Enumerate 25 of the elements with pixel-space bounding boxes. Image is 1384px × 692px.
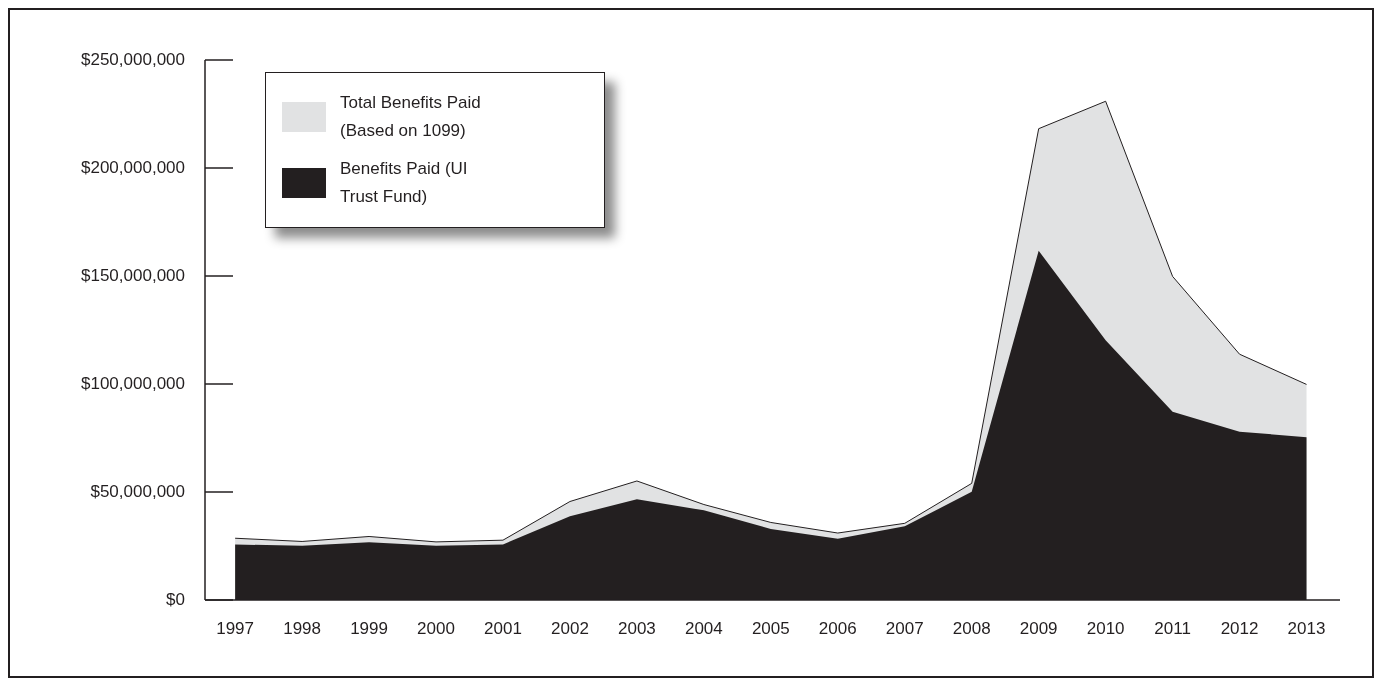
x-tick-label: 1997 (216, 619, 255, 639)
x-tick-label: 2006 (818, 619, 857, 639)
y-tick-label: $50,000,000 (90, 482, 185, 501)
y-tick-label: $150,000,000 (81, 266, 185, 285)
x-tick-label: 2009 (1019, 619, 1058, 639)
x-tick-label: 2004 (684, 619, 723, 639)
x-tick-label: 2002 (551, 619, 589, 639)
x-tick-label: 2007 (885, 619, 924, 639)
x-tick-label: 2013 (1287, 619, 1326, 639)
x-tick-label: 2003 (617, 619, 656, 639)
y-tick-label: $100,000,000 (81, 374, 185, 393)
legend-label: Benefits Paid (UI Trust Fund) (340, 158, 469, 208)
x-tick-label: 2005 (751, 619, 790, 639)
x-tick-label: 2008 (952, 619, 991, 639)
x-tick-label: 1999 (350, 619, 388, 639)
x-tick-label: 2011 (1154, 619, 1191, 639)
y-tick-label: $250,000,000 (81, 50, 185, 69)
x-tick-label: 2001 (484, 619, 522, 639)
legend-label: Total Benefits Paid (Based on 1099) (340, 92, 482, 142)
y-tick-label: $0 (166, 590, 185, 609)
x-tick-label: 2012 (1220, 619, 1259, 639)
x-tick-label: 2000 (417, 619, 455, 639)
y-tick-label: $200,000,000 (81, 158, 185, 177)
x-tick-label: 1998 (283, 619, 322, 639)
x-tick-label: 2010 (1086, 619, 1125, 639)
